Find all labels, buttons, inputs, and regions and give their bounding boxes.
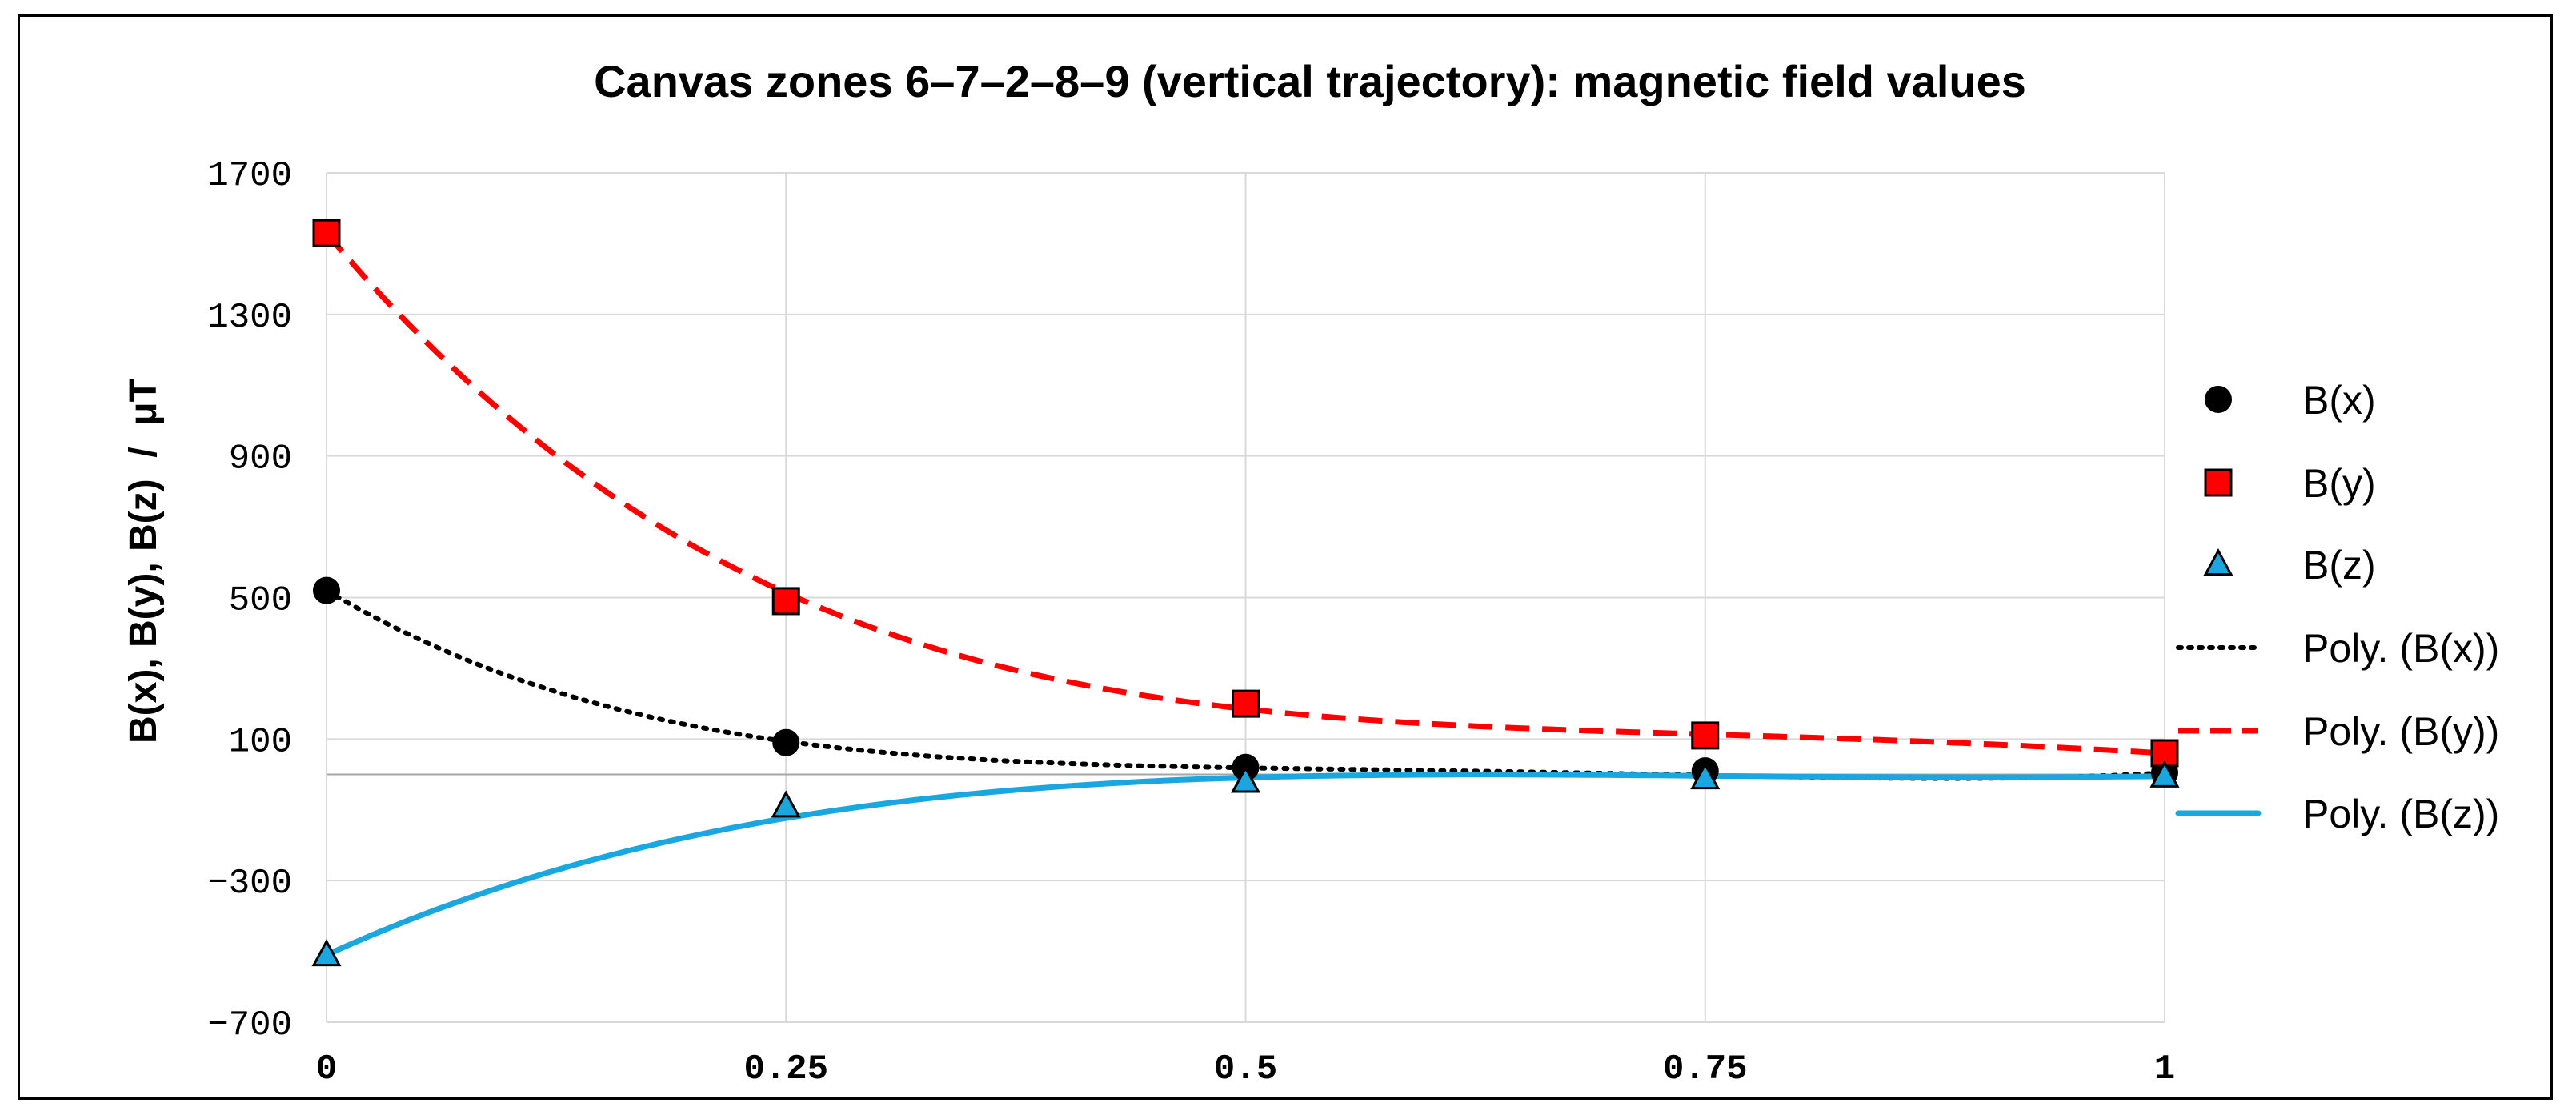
data-point-triangle bbox=[1690, 762, 1721, 790]
legend-label: Poly. (B(y)) bbox=[2302, 709, 2499, 754]
legend-marker-circle bbox=[2205, 386, 2232, 413]
y-tick-label: 900 bbox=[229, 439, 292, 479]
data-point-triangle bbox=[1230, 765, 1261, 793]
legend-marker-triangle bbox=[2203, 548, 2233, 576]
legend: B(x) B(y) B(z) Poly. (B(x)) Poly. (B(y)) Poly… bbox=[2175, 378, 2499, 836]
x-tick-label: 0.5 bbox=[1214, 1049, 1277, 1089]
x-tick-label: 0.25 bbox=[743, 1049, 828, 1089]
y-tick-label: −300 bbox=[207, 864, 292, 904]
chart: Canvas zones 6–7–2–8–9 (vertical traject… bbox=[122, 56, 2499, 1089]
data-point-circle bbox=[313, 576, 340, 604]
legend-label: Poly. (B(z)) bbox=[2302, 792, 2499, 836]
y-tick-label: 1700 bbox=[207, 156, 292, 196]
chart-title: Canvas zones 6–7–2–8–9 (vertical traject… bbox=[594, 56, 2026, 106]
x-tick-label: 1 bbox=[2154, 1049, 2175, 1089]
chart-frame: Canvas zones 6–7–2–8–9 (vertical traject… bbox=[18, 14, 2553, 1100]
data-point-triangle bbox=[2149, 760, 2180, 788]
y-tick-label: 1300 bbox=[207, 298, 292, 338]
y-axis-label: B(x), B(y), B(z) / μT bbox=[122, 379, 165, 744]
y-tick-label: 100 bbox=[229, 722, 292, 762]
legend-label: B(y) bbox=[2302, 461, 2376, 506]
y-tick-label: 500 bbox=[229, 581, 292, 621]
legend-marker-square bbox=[2204, 468, 2233, 497]
data-points bbox=[311, 219, 2180, 967]
x-tick-label: 0 bbox=[316, 1049, 337, 1089]
trendline-2 bbox=[324, 231, 2165, 756]
data-point-triangle bbox=[311, 939, 342, 967]
y-axis-ticks: 1700 1300 900 500 100 −300 −700 bbox=[207, 156, 292, 1045]
x-tick-label: 0.75 bbox=[1663, 1049, 1748, 1089]
data-point-square bbox=[771, 587, 800, 616]
data-point-square bbox=[1691, 721, 1720, 750]
legend-label: B(x) bbox=[2302, 378, 2376, 423]
data-point-square bbox=[1232, 689, 1260, 718]
legend-label: B(z) bbox=[2302, 543, 2376, 588]
data-point-triangle bbox=[771, 790, 801, 818]
x-axis-ticks: 0 0.25 0.5 0.75 1 bbox=[316, 1049, 2175, 1089]
grid bbox=[326, 172, 2165, 1023]
data-point-circle bbox=[772, 728, 800, 756]
data-point-square bbox=[312, 219, 341, 247]
legend-label: Poly. (B(x)) bbox=[2302, 626, 2499, 671]
y-tick-label: −700 bbox=[207, 1005, 292, 1045]
